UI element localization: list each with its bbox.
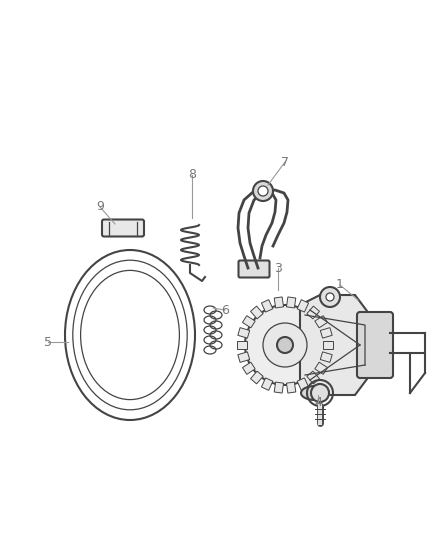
Polygon shape [238, 328, 250, 338]
Polygon shape [286, 382, 296, 393]
Ellipse shape [301, 386, 329, 400]
Polygon shape [286, 297, 296, 308]
Polygon shape [320, 352, 332, 362]
Polygon shape [251, 306, 263, 319]
Text: 9: 9 [96, 200, 104, 214]
Polygon shape [315, 316, 328, 328]
Polygon shape [243, 316, 255, 328]
Polygon shape [237, 341, 247, 349]
Circle shape [245, 305, 325, 385]
Polygon shape [315, 362, 328, 374]
Polygon shape [251, 371, 263, 384]
Polygon shape [238, 352, 250, 362]
Polygon shape [323, 341, 333, 349]
Circle shape [320, 287, 340, 307]
Circle shape [277, 337, 293, 353]
Polygon shape [307, 306, 319, 319]
Circle shape [253, 181, 273, 201]
Polygon shape [261, 378, 273, 390]
Polygon shape [297, 300, 309, 312]
Text: 3: 3 [274, 262, 282, 274]
Circle shape [311, 384, 329, 402]
Text: 6: 6 [221, 303, 229, 317]
Text: 1: 1 [336, 279, 344, 292]
Polygon shape [261, 300, 273, 312]
Polygon shape [300, 295, 370, 395]
Polygon shape [274, 382, 283, 393]
Circle shape [258, 186, 268, 196]
Text: 5: 5 [44, 335, 52, 349]
Text: 7: 7 [281, 156, 289, 168]
Polygon shape [274, 297, 283, 308]
Text: 8: 8 [188, 168, 196, 182]
Polygon shape [320, 328, 332, 338]
FancyBboxPatch shape [239, 261, 269, 278]
FancyBboxPatch shape [357, 312, 393, 378]
Polygon shape [307, 371, 319, 384]
Circle shape [263, 323, 307, 367]
Polygon shape [297, 378, 309, 390]
Circle shape [326, 293, 334, 301]
Text: 4: 4 [314, 395, 322, 408]
Polygon shape [243, 362, 255, 374]
FancyBboxPatch shape [102, 220, 144, 237]
